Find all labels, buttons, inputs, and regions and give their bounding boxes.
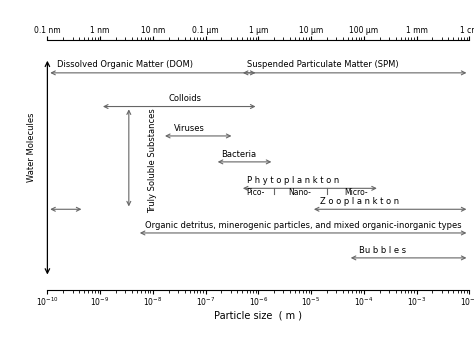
Text: Suspended Particulate Matter (SPM): Suspended Particulate Matter (SPM) (246, 60, 398, 69)
Text: Truly Soluble Substances: Truly Soluble Substances (148, 108, 157, 213)
Text: Bu b b l e s: Bu b b l e s (359, 246, 406, 255)
X-axis label: Particle size  ( m ): Particle size ( m ) (214, 311, 302, 320)
Text: Organic detritus, minerogenic particles, and mixed organic-inorganic types: Organic detritus, minerogenic particles,… (145, 221, 461, 230)
Text: Pico-: Pico- (247, 188, 265, 196)
Text: Viruses: Viruses (174, 124, 205, 133)
Text: Micro-: Micro- (344, 188, 367, 196)
Text: Colloids: Colloids (169, 94, 202, 103)
Text: Dissolved Organic Matter (DOM): Dissolved Organic Matter (DOM) (57, 60, 193, 69)
Text: Z o o p l a n k t o n: Z o o p l a n k t o n (320, 197, 400, 206)
Text: Bacteria: Bacteria (221, 150, 256, 159)
Text: Water Molecules: Water Molecules (27, 113, 36, 182)
Text: Nano-: Nano- (288, 188, 311, 196)
Text: P h y t o p l a n k t o n: P h y t o p l a n k t o n (246, 176, 339, 185)
